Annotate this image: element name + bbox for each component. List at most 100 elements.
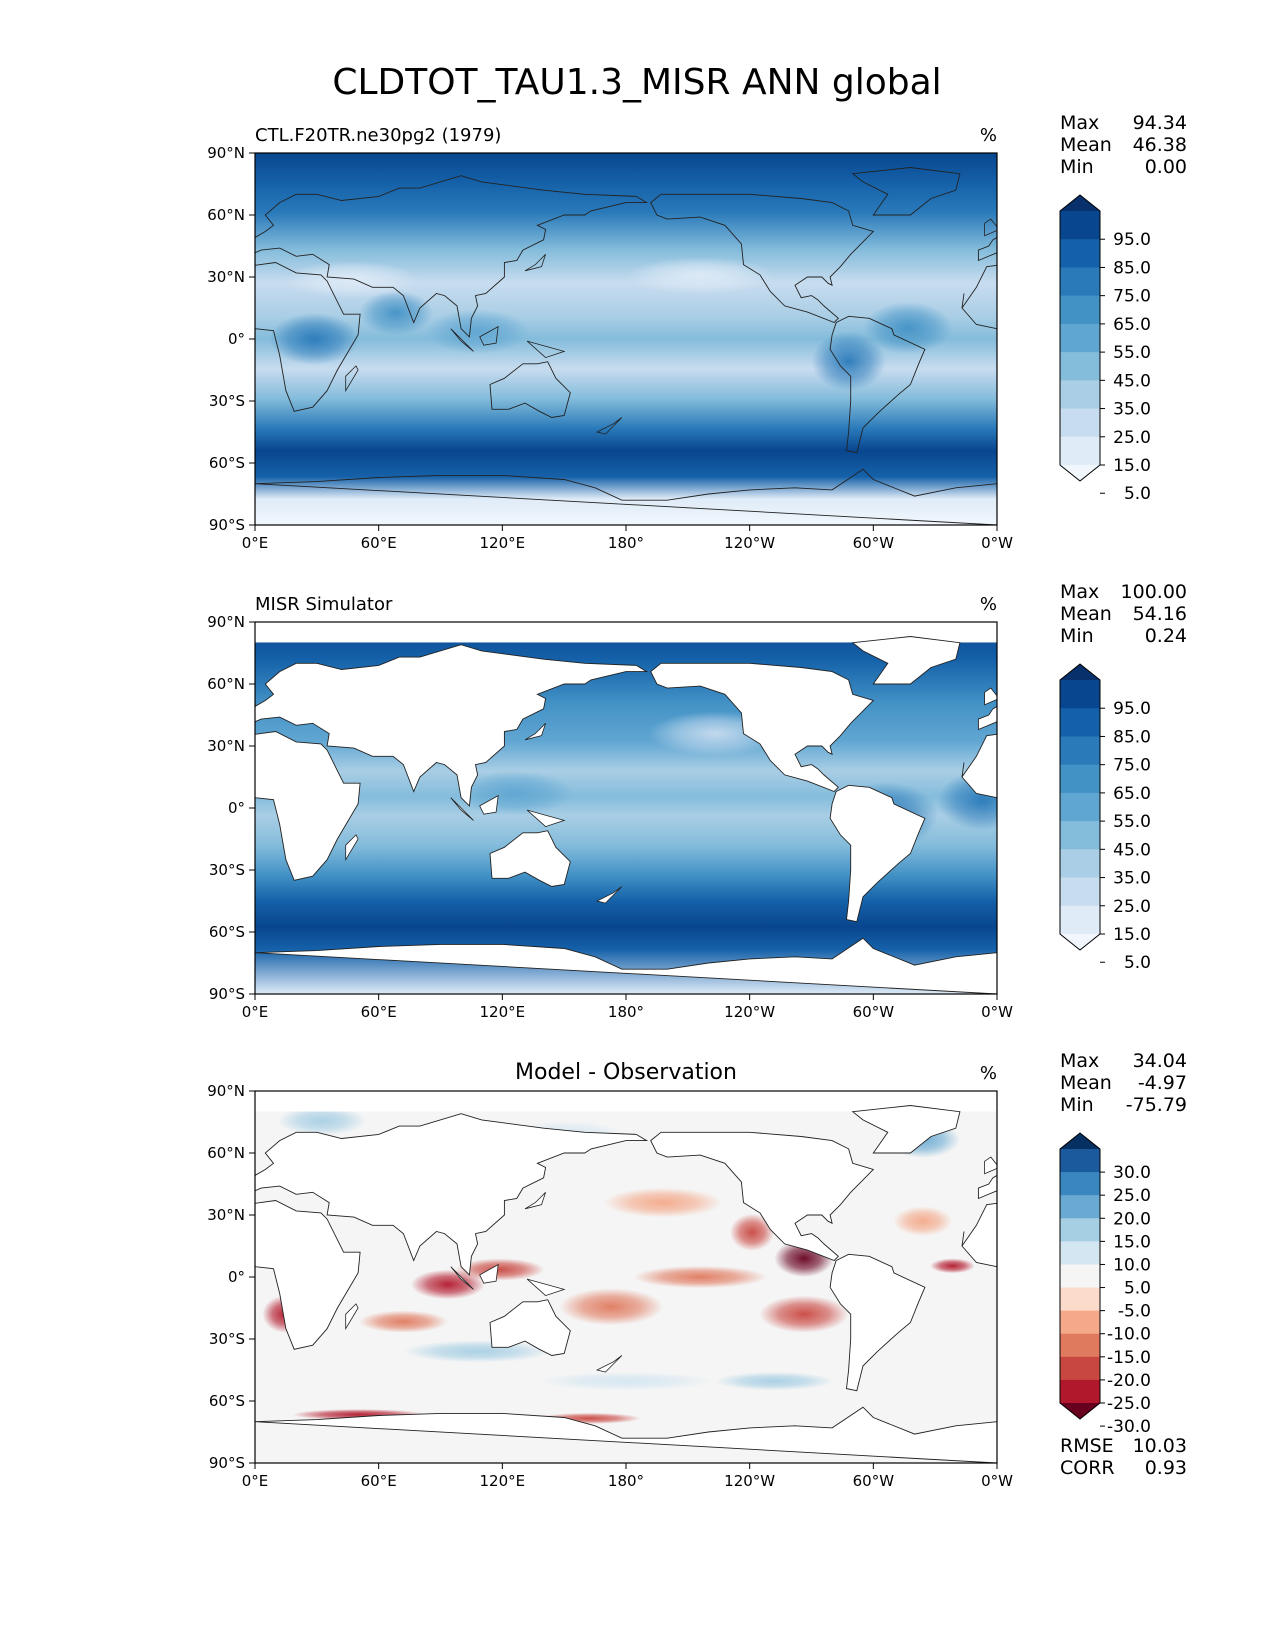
stat-label: Mean <box>1060 134 1112 156</box>
colorbar-tick-label: 5.0 <box>1124 484 1151 504</box>
field-feature <box>425 309 530 354</box>
panel-diff: 0°E 60°E 120°E 180° 120°W 60°W 0°W 90°N 60°N 30°… <box>207 1050 1187 1490</box>
y-tick-label: 60°S <box>209 923 245 941</box>
coastline-namerica <box>650 1131 875 1262</box>
x-tick-label: 0°E <box>242 1003 269 1021</box>
coastline-island <box>526 809 566 828</box>
colorbar-segment <box>1060 905 1100 935</box>
missing-data-north <box>255 622 997 643</box>
field-feature <box>277 1105 367 1136</box>
colorbar-tick-label: 75.0 <box>1113 756 1151 776</box>
units-diff: % <box>980 1063 997 1084</box>
colorbar-segment <box>1060 380 1100 410</box>
figure-title: CLDTOT_TAU1.3_MISR ANN global <box>332 62 941 103</box>
x-tick-label: 60°E <box>361 534 397 552</box>
field-feature <box>633 1265 767 1289</box>
coastline-eurasia <box>255 644 649 807</box>
coastline-island <box>524 1192 546 1210</box>
y-tick-label: 90°S <box>209 1454 245 1472</box>
x-tick-label: 60°W <box>853 534 895 552</box>
x-tick-label: 0°W <box>981 1472 1013 1490</box>
coastline-eurasia <box>255 1113 649 1276</box>
colorbar-segment <box>1060 267 1100 297</box>
y-tick-label: 90°N <box>207 144 245 162</box>
coastline-samerica <box>829 784 926 923</box>
colorbar-segment <box>1060 1287 1100 1312</box>
colorbar-segment <box>1060 1356 1100 1381</box>
x-tick-label: 180° <box>608 1472 644 1490</box>
coastline-greenland <box>111 637 218 685</box>
stat-label: Mean <box>1060 1072 1112 1094</box>
coastline-samerica <box>829 315 926 454</box>
field-feature <box>893 1206 953 1237</box>
x-tick-label: 60°E <box>361 1472 397 1490</box>
field-feature <box>410 1269 486 1300</box>
panel-title-model: CTL.F20TR.ne30pg2 (1979) <box>255 125 501 146</box>
coastline-namerica <box>0 663 131 791</box>
extra-stat-label: RMSE <box>1060 1435 1114 1457</box>
colorbar-extend-max <box>1060 195 1100 211</box>
colorbar-tick-label: 35.0 <box>1113 400 1151 420</box>
stat-label: Max <box>1060 581 1099 603</box>
coastline-greenland <box>851 167 961 216</box>
colorbar-extend-max <box>1060 664 1100 680</box>
y-tick-label: 90°N <box>207 1082 245 1100</box>
coastline-namerica <box>650 662 875 793</box>
y-tick-label: 30°S <box>209 861 245 879</box>
coastline-samerica <box>88 316 183 452</box>
coastline-island <box>984 1156 997 1175</box>
panel-obs: 0°E 60°E 120°E 180° 120°W 60°W 0°W 90°N 60°N 30°… <box>0 581 1187 1021</box>
field-feature <box>863 301 953 354</box>
colorbar-segment <box>1060 736 1100 766</box>
colorbar-segment <box>1060 295 1100 325</box>
coastline-island <box>526 1278 566 1297</box>
stat-label: Min <box>1060 625 1094 647</box>
stat-value: -4.97 <box>1138 1072 1187 1094</box>
coastline-samerica <box>829 1253 926 1392</box>
colorbar-tick-label: 45.0 <box>1113 840 1151 860</box>
coastline-island <box>479 325 499 346</box>
colorbar-tick-label: 30.0 <box>1113 1163 1151 1183</box>
coastline-island <box>595 417 623 435</box>
field-feature <box>603 1187 723 1218</box>
field-feature <box>715 1371 834 1391</box>
stat-label: Max <box>1060 112 1099 134</box>
colorbar-tick-label: 95.0 <box>1113 699 1151 719</box>
colorbar-segment <box>1060 1379 1100 1404</box>
coastline-island <box>984 218 997 237</box>
x-tick-label: 120°E <box>480 534 526 552</box>
colorbar-segment <box>1060 1149 1100 1173</box>
coastline-island <box>345 834 359 862</box>
stat-label: Min <box>1060 156 1094 178</box>
coastline-africa <box>961 1202 997 1268</box>
colorbar-segment <box>1060 1172 1100 1196</box>
colorbar-segment <box>1060 323 1100 353</box>
field-feature <box>729 1213 775 1251</box>
colorbar-tick-label: -15.0 <box>1107 1348 1151 1368</box>
y-tick-label: 90°N <box>207 613 245 631</box>
coastline-island <box>345 365 359 393</box>
coastline-namerica <box>650 193 875 324</box>
coastline-antarctica <box>255 1406 997 1463</box>
colorbar-segment <box>1060 239 1100 268</box>
y-ticks-model: 90°N 60°N 30°N 0° 30°S 60°S 90°S <box>207 144 255 534</box>
map-obs <box>0 622 997 994</box>
x-tick-label: 0°W <box>981 534 1013 552</box>
colorbar-segment <box>1060 352 1100 381</box>
y-tick-label: 90°S <box>209 516 245 534</box>
field-feature <box>455 1258 545 1281</box>
panel-center-title-diff: Model - Observation <box>515 1060 737 1085</box>
coastline-africa <box>255 262 361 412</box>
colorbar-segment <box>1060 792 1100 822</box>
coastline-australia <box>489 1299 571 1356</box>
map-diff <box>255 1091 997 1463</box>
colorbar-segment <box>1060 821 1100 850</box>
missing-data-north <box>255 1091 997 1112</box>
coastline-island <box>345 1303 359 1331</box>
x-tick-label: 60°W <box>853 1472 895 1490</box>
colorbar-segment <box>1060 708 1100 737</box>
colorbar-extend-max <box>1060 1133 1100 1149</box>
colorbar-tick-label: 65.0 <box>1113 784 1151 804</box>
colorbar-segment <box>1060 680 1100 709</box>
